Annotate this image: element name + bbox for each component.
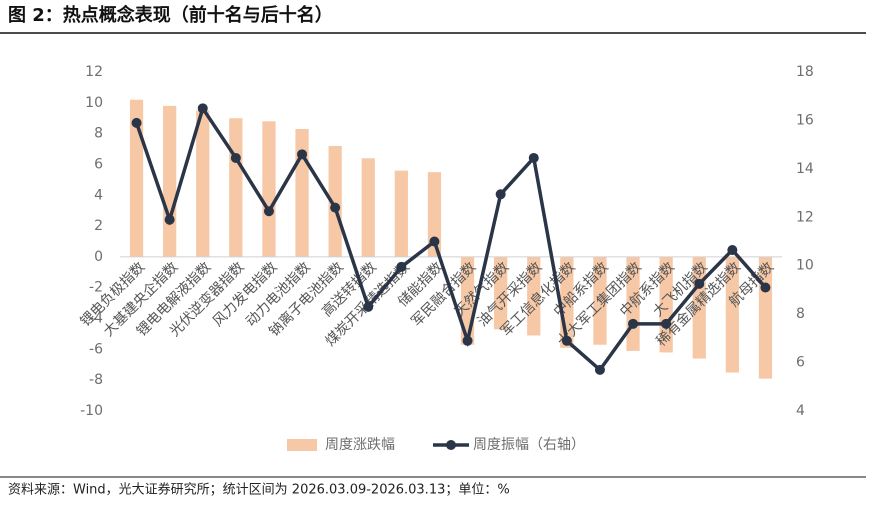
y-tick-label: 4: [94, 187, 103, 203]
line-point: [197, 103, 208, 114]
legend-swatch: [287, 439, 317, 451]
bar: [361, 158, 375, 257]
bar: [196, 110, 210, 257]
bar: [427, 172, 442, 257]
legend-label: 周度振幅（右轴）: [473, 437, 585, 453]
y2-tick-label: 6: [796, 355, 805, 371]
y2-tick-label: 14: [796, 161, 814, 177]
line-point: [230, 152, 241, 163]
legend-swatch: [446, 440, 456, 450]
line-point: [363, 301, 374, 312]
y-tick-label: 12: [85, 64, 103, 80]
y-tick-label: -4: [89, 311, 103, 327]
line-point: [263, 206, 274, 217]
bar: [494, 256, 508, 330]
line-point: [297, 149, 308, 160]
bar: [659, 256, 673, 353]
line-point: [561, 335, 572, 346]
line-point: [727, 244, 738, 255]
y2-tick-label: 10: [796, 258, 814, 274]
bar: [394, 170, 408, 257]
y2-tick-label: 4: [796, 403, 805, 419]
line-point: [661, 318, 672, 329]
y-tick-label: -10: [80, 403, 103, 419]
bar: [593, 256, 607, 345]
line-point: [628, 318, 639, 329]
bar: [163, 105, 177, 257]
line-point: [594, 364, 605, 375]
line-point: [396, 261, 407, 272]
line-point: [164, 214, 175, 225]
line-point: [694, 278, 705, 289]
line-point: [760, 282, 771, 293]
y2-tick-label: 8: [796, 306, 805, 322]
bar: [129, 99, 144, 257]
bar: [229, 118, 243, 257]
y2-tick-label: 16: [796, 112, 814, 128]
y-tick-label: 0: [94, 249, 103, 265]
line-point: [528, 152, 539, 163]
bar: [725, 256, 739, 373]
y-tick-label: 8: [94, 126, 103, 142]
y-tick-label: 6: [94, 156, 103, 172]
bar: [527, 256, 541, 336]
bar: [295, 129, 309, 257]
y2-tick-label: 12: [796, 209, 814, 225]
line-point: [330, 202, 341, 213]
line-point: [462, 335, 473, 346]
line-point: [495, 189, 506, 200]
y-tick-label: 2: [94, 218, 103, 234]
chart-title: 图 2：热点概念表现（前十名与后十名）: [8, 4, 333, 26]
y-tick-label: -2: [89, 280, 103, 296]
bar: [328, 145, 342, 257]
y2-tick-label: 18: [796, 64, 814, 80]
y-tick-label: -6: [89, 341, 103, 357]
y-tick-label: 10: [85, 95, 103, 111]
source: 资料来源：Wind，光大证券研究所；统计区间为 2026.03.09-2026.…: [8, 482, 510, 498]
bar: [262, 121, 276, 257]
y-tick-label: -8: [89, 372, 103, 388]
line: [134, 104, 767, 373]
legend-label: 周度涨跌幅: [325, 437, 395, 453]
line-point: [429, 236, 440, 247]
line-point: [131, 117, 142, 128]
